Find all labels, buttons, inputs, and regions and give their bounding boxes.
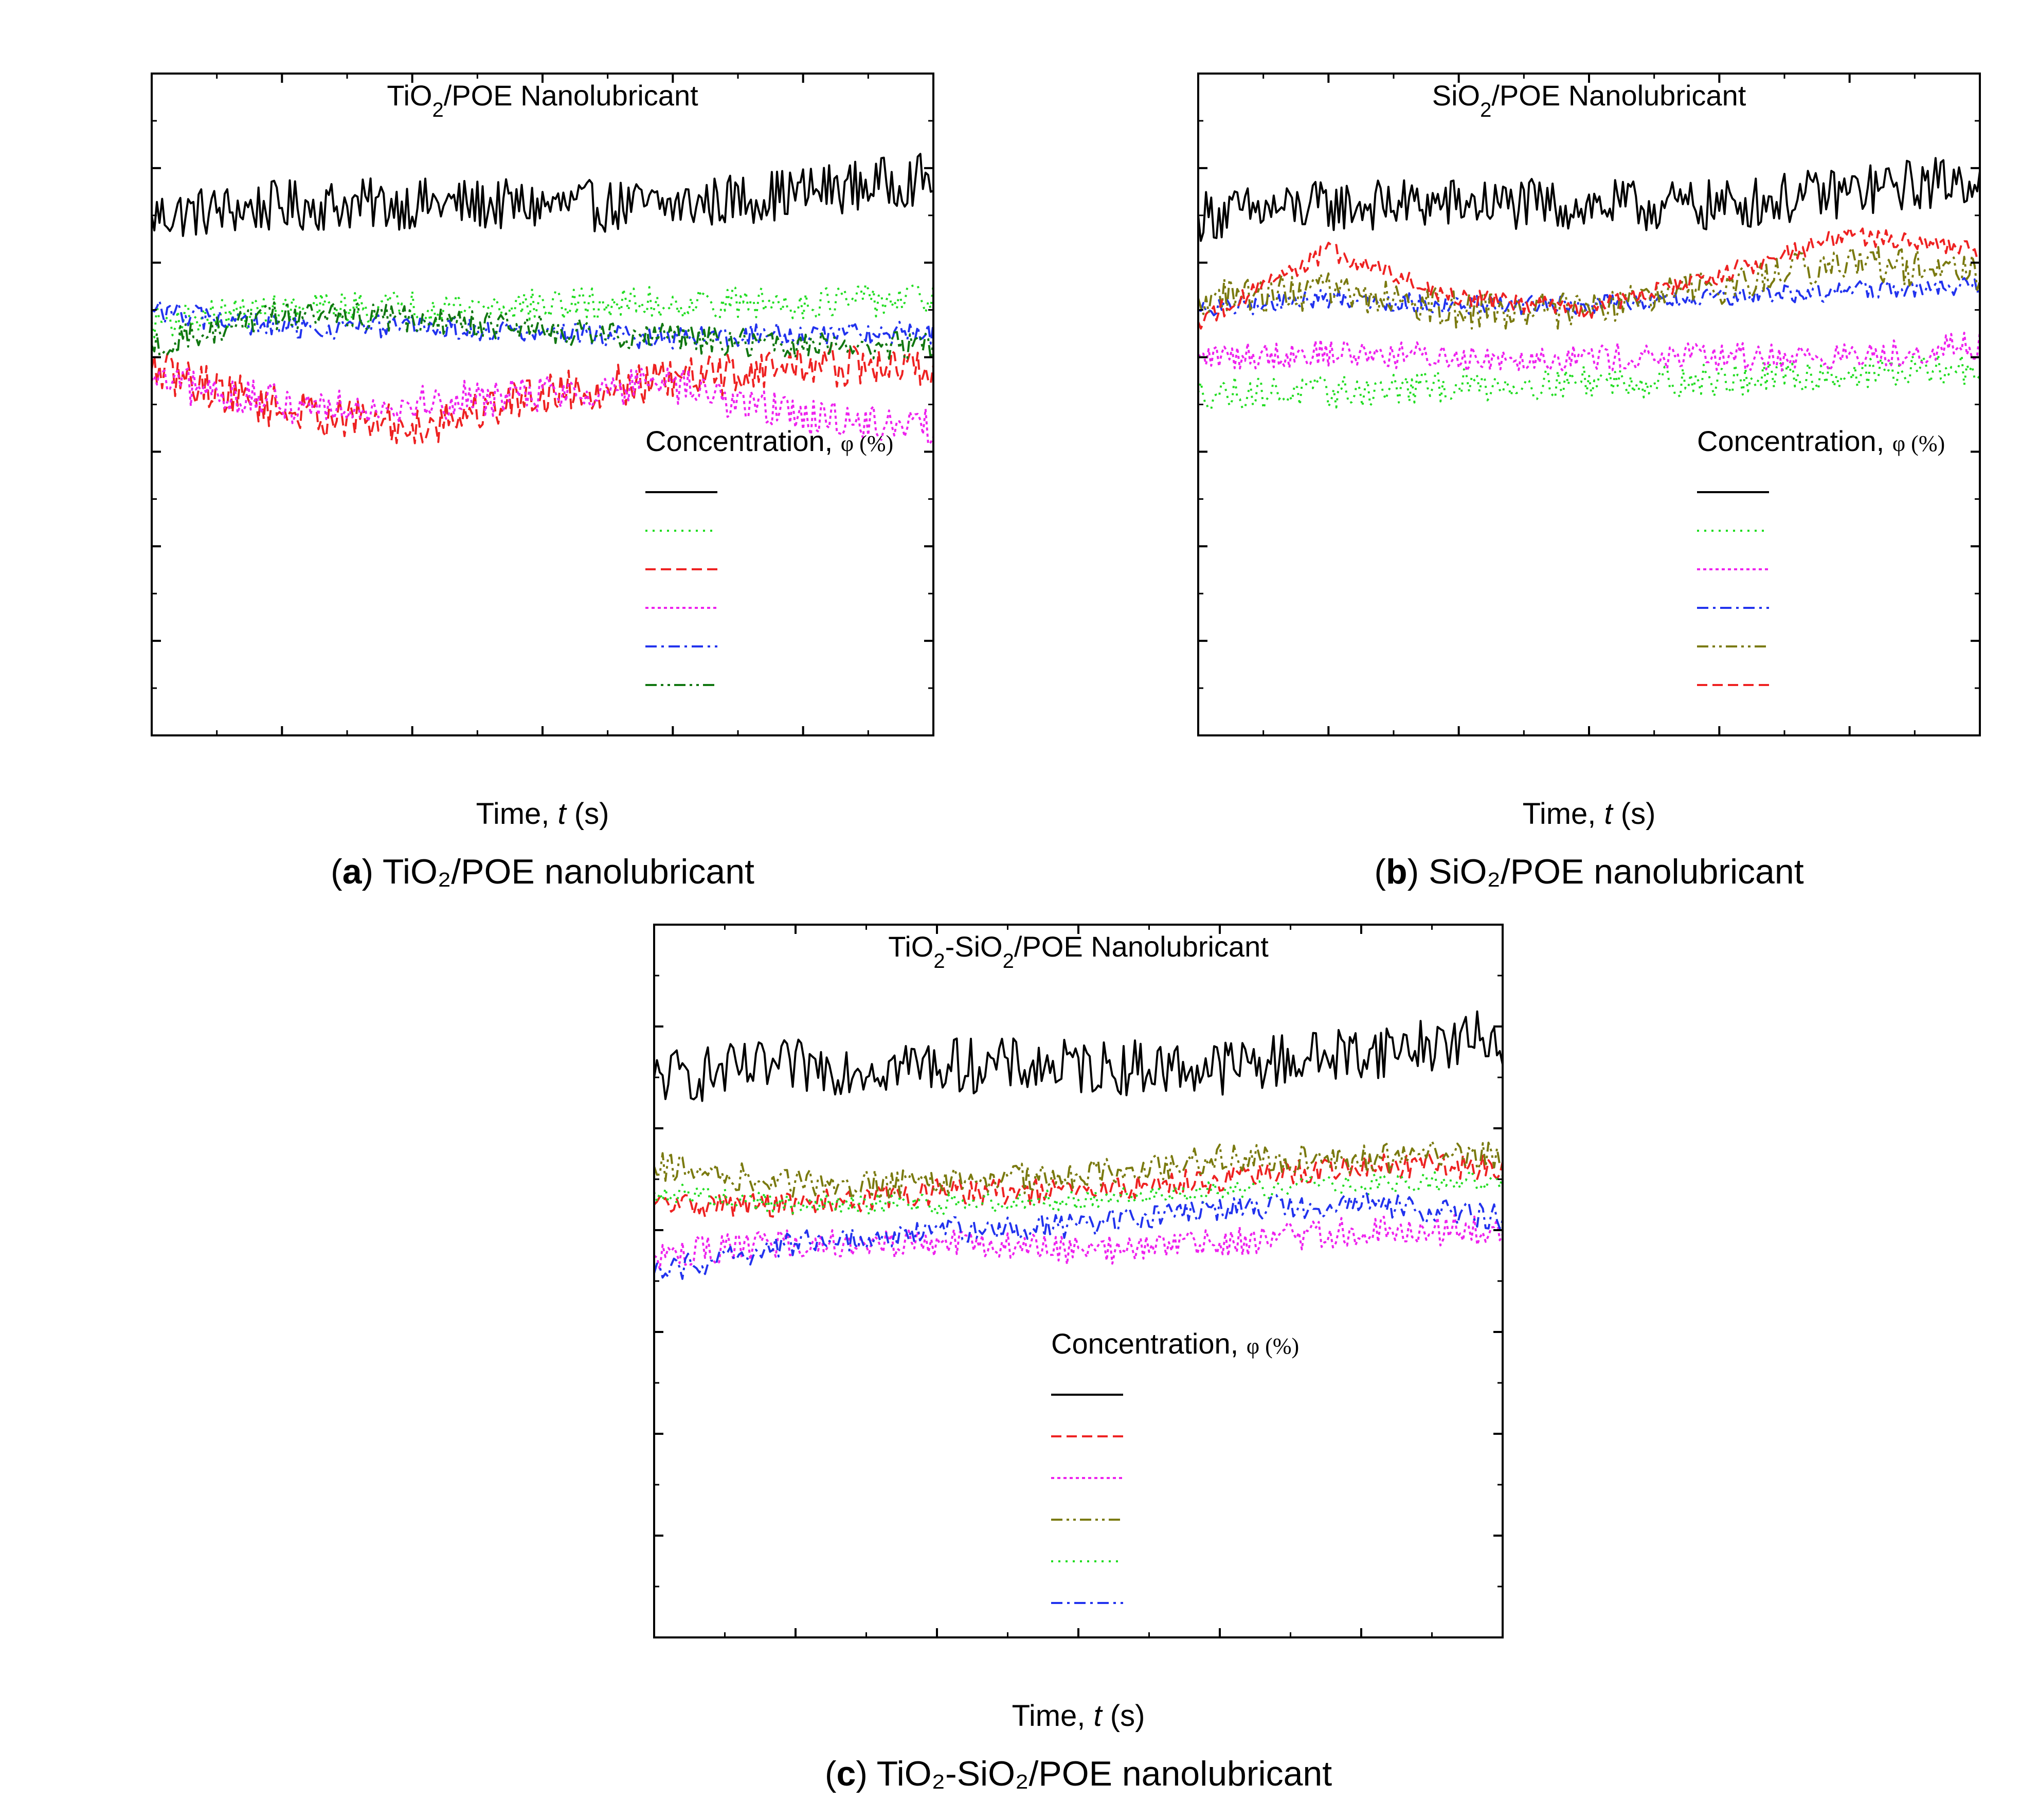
caption-text: TiO₂-SiO₂/POE nanolubricant [877, 1754, 1332, 1793]
panel-caption: (a) TiO₂/POE nanolubricant [331, 852, 754, 891]
x-axis-label-text: Time, [1523, 797, 1604, 831]
legend: Concentration, φ (%) [1697, 425, 1945, 686]
plot-frame [653, 924, 1504, 1638]
chart-panel-c: Time, t (s)TiO2-SiO2/POE NanolubricantCo… [653, 924, 1504, 1793]
legend-title: Concentration, φ (%) [645, 425, 893, 457]
series-line-0-03 [1197, 331, 1981, 372]
chart-title-title-rest: /POE Nanolubricant [1491, 79, 1746, 112]
x-axis [1197, 74, 1981, 735]
legend-title-symbol: φ (%) [841, 431, 893, 456]
legend-title: Concentration, φ (%) [1697, 425, 1945, 457]
series-line-0-07 [1197, 246, 1981, 330]
x-axis-label-unit: (s) [1102, 1699, 1145, 1733]
series-line-0-00-POE- [1197, 157, 1981, 242]
series-line-0-05 [151, 367, 934, 445]
chart-panel-a: Time, t (s) TiO2/POE Nanolubricant Concent… [151, 73, 934, 891]
x-axis [151, 74, 934, 735]
series-line-0-03 [653, 1214, 1504, 1271]
series-line-0-10 [1197, 226, 1980, 330]
caption-open: ( [825, 1754, 837, 1793]
chart-title-title-base: TiO [387, 79, 432, 112]
chart-title-title-sub: 2 [933, 950, 945, 972]
caption-letter: b [1386, 852, 1408, 891]
caption-close: ) [856, 1754, 876, 1793]
series-line-0-07 [653, 1169, 1504, 1216]
series-line-0-05 [1198, 277, 1981, 317]
x-axis-label-text: Time, [476, 797, 558, 831]
x-axis-label-var: t [1094, 1699, 1104, 1733]
series-line-0-05 [653, 1140, 1504, 1201]
x-axis-label: Time, t (s) [1012, 1699, 1145, 1733]
y-axis [152, 73, 933, 736]
series-line-0-10 [151, 300, 934, 361]
x-axis-label-var: t [1604, 797, 1614, 831]
caption-letter: a [342, 852, 363, 891]
chart-title-title-rest2: /POE Nanolubricant [1014, 930, 1269, 963]
chart-title-title-rest: -SiO [945, 930, 1003, 963]
x-axis-label: Time, t (s) [1523, 797, 1656, 831]
plot-frame [151, 73, 934, 736]
panel-caption: (b) SiO₂/POE nanolubricant [1374, 852, 1803, 891]
caption-letter: c [837, 1754, 856, 1793]
chart-title: SiO2/POE Nanolubricant [1432, 79, 1746, 121]
series-line-0-07 [151, 299, 934, 350]
chart-title-title-base: SiO [1432, 79, 1480, 112]
series-line-0-00-POE- [151, 153, 934, 237]
series-group [1197, 157, 1981, 410]
legend-title-symbol: φ (%) [1892, 431, 1945, 456]
chart-title-title-rest: /POE Nanolubricant [444, 79, 698, 112]
x-axis-label-unit: (s) [1613, 797, 1656, 831]
x-axis [653, 925, 1504, 1637]
chart-title-title-sub2: 2 [1003, 950, 1014, 972]
plot-frame [1197, 73, 1981, 736]
x-axis-label-unit: (s) [566, 797, 609, 831]
caption-text: SiO₂/POE nanolubricant [1429, 852, 1804, 891]
legend: Concentration, φ (%) [645, 425, 893, 686]
series-group [653, 1010, 1504, 1280]
x-axis-label-text: Time, [1012, 1699, 1094, 1733]
chart-title-title-sub: 2 [1480, 99, 1491, 121]
caption-close: ) [1408, 852, 1429, 891]
series-line-0-01 [653, 1153, 1504, 1218]
series-group [151, 153, 934, 445]
chart-title: TiO2/POE Nanolubricant [387, 79, 698, 121]
series-line-0-10 [653, 1191, 1504, 1280]
legend-title-text: Concentration, [645, 425, 841, 457]
x-axis-label: Time, t (s) [476, 797, 609, 831]
caption-open: ( [331, 852, 342, 891]
y-axis [1198, 73, 1980, 736]
chart-title: TiO2-SiO2/POE Nanolubricant [888, 930, 1269, 972]
legend-title: Concentration, φ (%) [1051, 1327, 1299, 1360]
y-axis [654, 924, 1503, 1638]
legend-title-text: Concentration, [1051, 1327, 1247, 1360]
legend-title-text: Concentration, [1697, 425, 1892, 457]
caption-close: ) [362, 852, 383, 891]
legend-title-symbol: φ (%) [1247, 1334, 1299, 1359]
caption-open: ( [1374, 852, 1386, 891]
series-line-0-00-POE- [653, 1010, 1504, 1102]
chart-panel-b: Time, t (s) SiO2/POE Nanolubricant Concent… [1197, 73, 1981, 891]
panel-caption: (c) TiO₂-SiO₂/POE nanolubricant [825, 1754, 1332, 1793]
chart-title-title-base: TiO [888, 930, 933, 963]
legend: Concentration, φ (%) [1051, 1327, 1299, 1604]
x-axis-label-var: t [558, 797, 568, 831]
chart-title-title-sub: 2 [432, 99, 443, 121]
caption-text: TiO₂/POE nanolubricant [383, 852, 754, 891]
